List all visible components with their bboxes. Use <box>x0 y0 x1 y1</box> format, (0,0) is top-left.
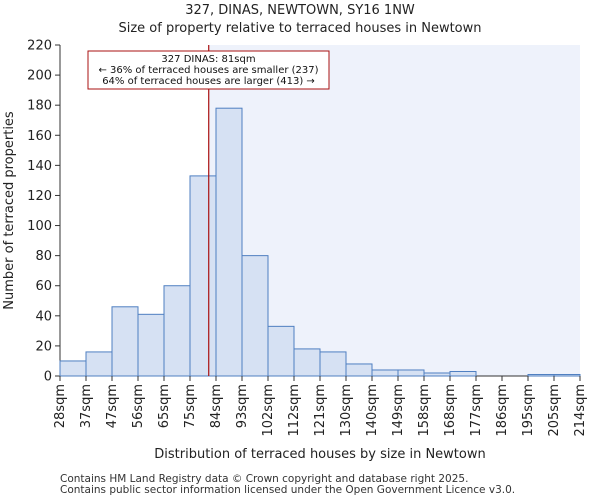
histogram-bar <box>137 313 165 377</box>
x-tick-label: 37sqm <box>79 384 94 428</box>
histogram-bar <box>267 325 295 377</box>
x-tick-label: 65sqm <box>157 384 172 428</box>
x-tick-label: 93sqm <box>235 384 250 428</box>
x-tick-label: 149sqm <box>391 384 406 437</box>
y-tick-label: 160 <box>27 129 52 144</box>
y-tick-label: 60 <box>35 279 52 294</box>
annotation-line-1: 327 DINAS: 81sqm <box>161 54 255 65</box>
x-tick-label: 195sqm <box>521 384 536 437</box>
histogram-bar <box>527 373 555 377</box>
histogram-bar <box>59 360 87 377</box>
histogram-bar <box>397 369 425 377</box>
histogram-bar <box>293 348 321 377</box>
x-tick-label: 168sqm <box>443 384 458 437</box>
histogram-bar <box>163 285 191 377</box>
histogram-bar <box>189 175 217 377</box>
chart-title-line2: Size of property relative to terraced ho… <box>118 21 482 36</box>
histogram-bar <box>345 363 373 377</box>
x-tick-label: 102sqm <box>261 384 276 437</box>
histogram-bar <box>319 351 347 377</box>
footer-copyright: Contains HM Land Registry data © Crown c… <box>60 473 469 485</box>
larger-region-shade <box>208 45 580 376</box>
histogram-bar <box>85 351 113 377</box>
y-tick-label: 40 <box>35 309 52 324</box>
annotation-box <box>87 50 330 90</box>
y-tick-label: 80 <box>35 249 52 264</box>
x-tick-label: 158sqm <box>417 384 432 437</box>
histogram-bar <box>553 373 581 377</box>
y-tick-label: 220 <box>27 39 52 54</box>
y-tick-label: 20 <box>35 339 52 354</box>
y-axis-label: Number of terraced properties <box>2 111 17 310</box>
x-tick-label: 75sqm <box>183 384 198 428</box>
y-tick-label: 180 <box>27 99 52 114</box>
x-tick-label: 130sqm <box>339 384 354 437</box>
y-tick-label: 0 <box>44 370 52 385</box>
histogram-bar <box>215 107 243 377</box>
y-tick-label: 140 <box>27 159 52 174</box>
histogram-bar <box>449 370 477 377</box>
histogram-bar <box>241 255 269 377</box>
footer-licence: Contains public sector information licen… <box>60 484 516 496</box>
x-tick-label: 28sqm <box>53 384 68 428</box>
x-tick-label: 214sqm <box>573 384 588 437</box>
y-tick-label: 200 <box>27 69 52 84</box>
x-tick-label: 47sqm <box>105 384 120 428</box>
histogram-bar <box>423 372 451 377</box>
x-tick-label: 205sqm <box>547 384 562 437</box>
x-axis-label: Distribution of terraced houses by size … <box>154 447 485 462</box>
chart-title-line1: 327, DINAS, NEWTOWN, SY16 1NW <box>185 3 415 18</box>
histogram-bar <box>371 369 399 377</box>
x-tick-label: 84sqm <box>209 384 224 428</box>
x-tick-label: 112sqm <box>287 384 302 437</box>
x-tick-label: 121sqm <box>313 384 328 437</box>
annotation-line-2: ← 36% of terraced houses are smaller (23… <box>98 65 318 76</box>
x-tick-label: 140sqm <box>365 384 380 437</box>
x-tick-label: 186sqm <box>495 384 510 437</box>
x-tick-label: 177sqm <box>469 384 484 437</box>
y-tick-label: 100 <box>27 219 52 234</box>
x-tick-label: 56sqm <box>131 384 146 428</box>
annotation-line-3: 64% of terraced houses are larger (413) … <box>102 76 315 87</box>
y-tick-label: 120 <box>27 189 52 204</box>
histogram-bar <box>111 306 139 377</box>
